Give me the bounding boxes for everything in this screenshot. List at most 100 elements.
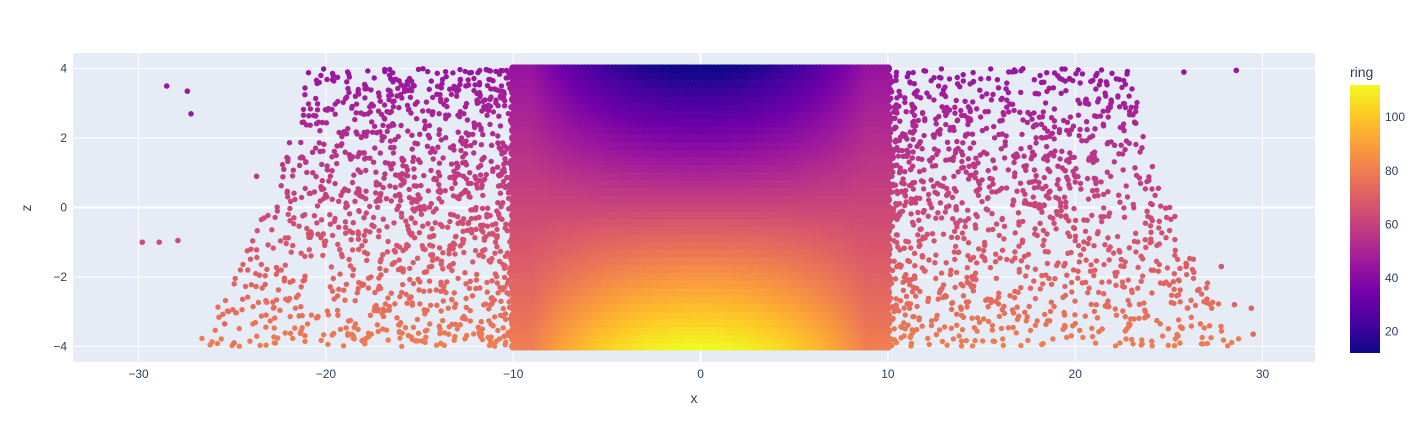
data-point — [1077, 180, 1084, 187]
data-point — [910, 69, 916, 76]
data-point — [1156, 218, 1163, 224]
data-point — [320, 252, 326, 259]
data-point — [494, 164, 501, 170]
data-point — [341, 287, 347, 293]
data-point — [311, 213, 318, 219]
data-point — [949, 300, 956, 306]
data-point — [462, 104, 469, 110]
data-point — [909, 155, 915, 161]
data-point — [944, 139, 951, 145]
data-point — [375, 328, 381, 335]
data-point — [254, 333, 260, 339]
data-point — [1155, 185, 1162, 191]
data-point — [480, 229, 486, 235]
data-point — [377, 150, 383, 156]
data-point — [887, 74, 893, 80]
data-point — [501, 161, 507, 167]
data-point — [1061, 194, 1068, 200]
data-point — [1136, 315, 1142, 322]
data-point — [885, 194, 891, 200]
data-point — [377, 98, 383, 104]
data-point — [886, 329, 892, 335]
data-point — [1001, 236, 1007, 242]
data-point — [1017, 109, 1023, 116]
data-point — [343, 325, 349, 331]
data-point — [255, 299, 262, 306]
data-point — [1011, 107, 1017, 114]
data-point — [1148, 229, 1154, 235]
data-point — [384, 224, 390, 230]
data-point — [286, 140, 293, 146]
data-point — [908, 340, 915, 346]
data-point — [507, 316, 514, 322]
data-point — [500, 325, 506, 331]
data-point — [250, 238, 256, 244]
data-point — [958, 306, 964, 312]
data-point — [883, 64, 893, 73]
data-point — [1108, 173, 1114, 180]
data-point — [1001, 223, 1008, 229]
data-point — [278, 183, 284, 189]
data-point — [943, 260, 949, 266]
data-point — [426, 264, 432, 270]
data-point — [964, 265, 970, 271]
data-point — [272, 214, 278, 221]
data-point — [338, 192, 344, 198]
data-point — [390, 104, 397, 110]
data-point — [1037, 220, 1043, 226]
data-point — [381, 115, 387, 121]
data-point — [987, 264, 994, 271]
data-point — [383, 267, 389, 274]
data-point — [287, 205, 293, 212]
data-point — [1079, 71, 1086, 77]
data-point — [510, 342, 516, 348]
data-point — [1175, 317, 1182, 323]
data-point — [1037, 286, 1044, 292]
data-point — [1059, 148, 1065, 154]
data-point — [1149, 163, 1156, 170]
data-point — [1070, 267, 1077, 273]
data-point — [494, 226, 500, 233]
data-point — [1057, 156, 1063, 162]
data-point — [1140, 133, 1146, 140]
data-point — [349, 179, 356, 186]
data-point — [933, 215, 939, 221]
data-point — [1051, 106, 1058, 112]
data-point — [282, 262, 288, 268]
data-point — [889, 267, 896, 274]
data-point — [954, 234, 961, 241]
data-point — [274, 204, 280, 210]
data-point — [919, 146, 925, 152]
data-point — [1051, 124, 1058, 130]
data-point — [332, 111, 338, 117]
data-point — [493, 221, 499, 227]
data-point — [434, 70, 440, 77]
data-point — [346, 256, 352, 263]
data-point — [1072, 179, 1078, 185]
data-point — [979, 253, 985, 259]
data-point — [417, 131, 423, 137]
data-point — [985, 304, 991, 310]
data-point — [1019, 131, 1025, 138]
data-point — [1105, 235, 1111, 241]
data-point — [1104, 169, 1111, 175]
data-point — [1135, 264, 1141, 271]
data-point — [1159, 230, 1165, 236]
data-point — [892, 115, 898, 122]
data-point — [1031, 185, 1038, 191]
data-point — [902, 169, 908, 175]
data-point — [369, 119, 375, 125]
data-point — [915, 209, 921, 216]
data-point — [455, 275, 461, 282]
data-point — [293, 294, 299, 301]
data-point — [1101, 205, 1107, 211]
data-point — [411, 166, 417, 172]
data-point — [1004, 80, 1010, 86]
data-point — [1079, 138, 1085, 144]
data-point — [937, 200, 944, 206]
data-point — [1058, 90, 1064, 97]
data-point — [965, 207, 971, 213]
data-point — [414, 316, 421, 323]
data-point — [1121, 205, 1127, 211]
